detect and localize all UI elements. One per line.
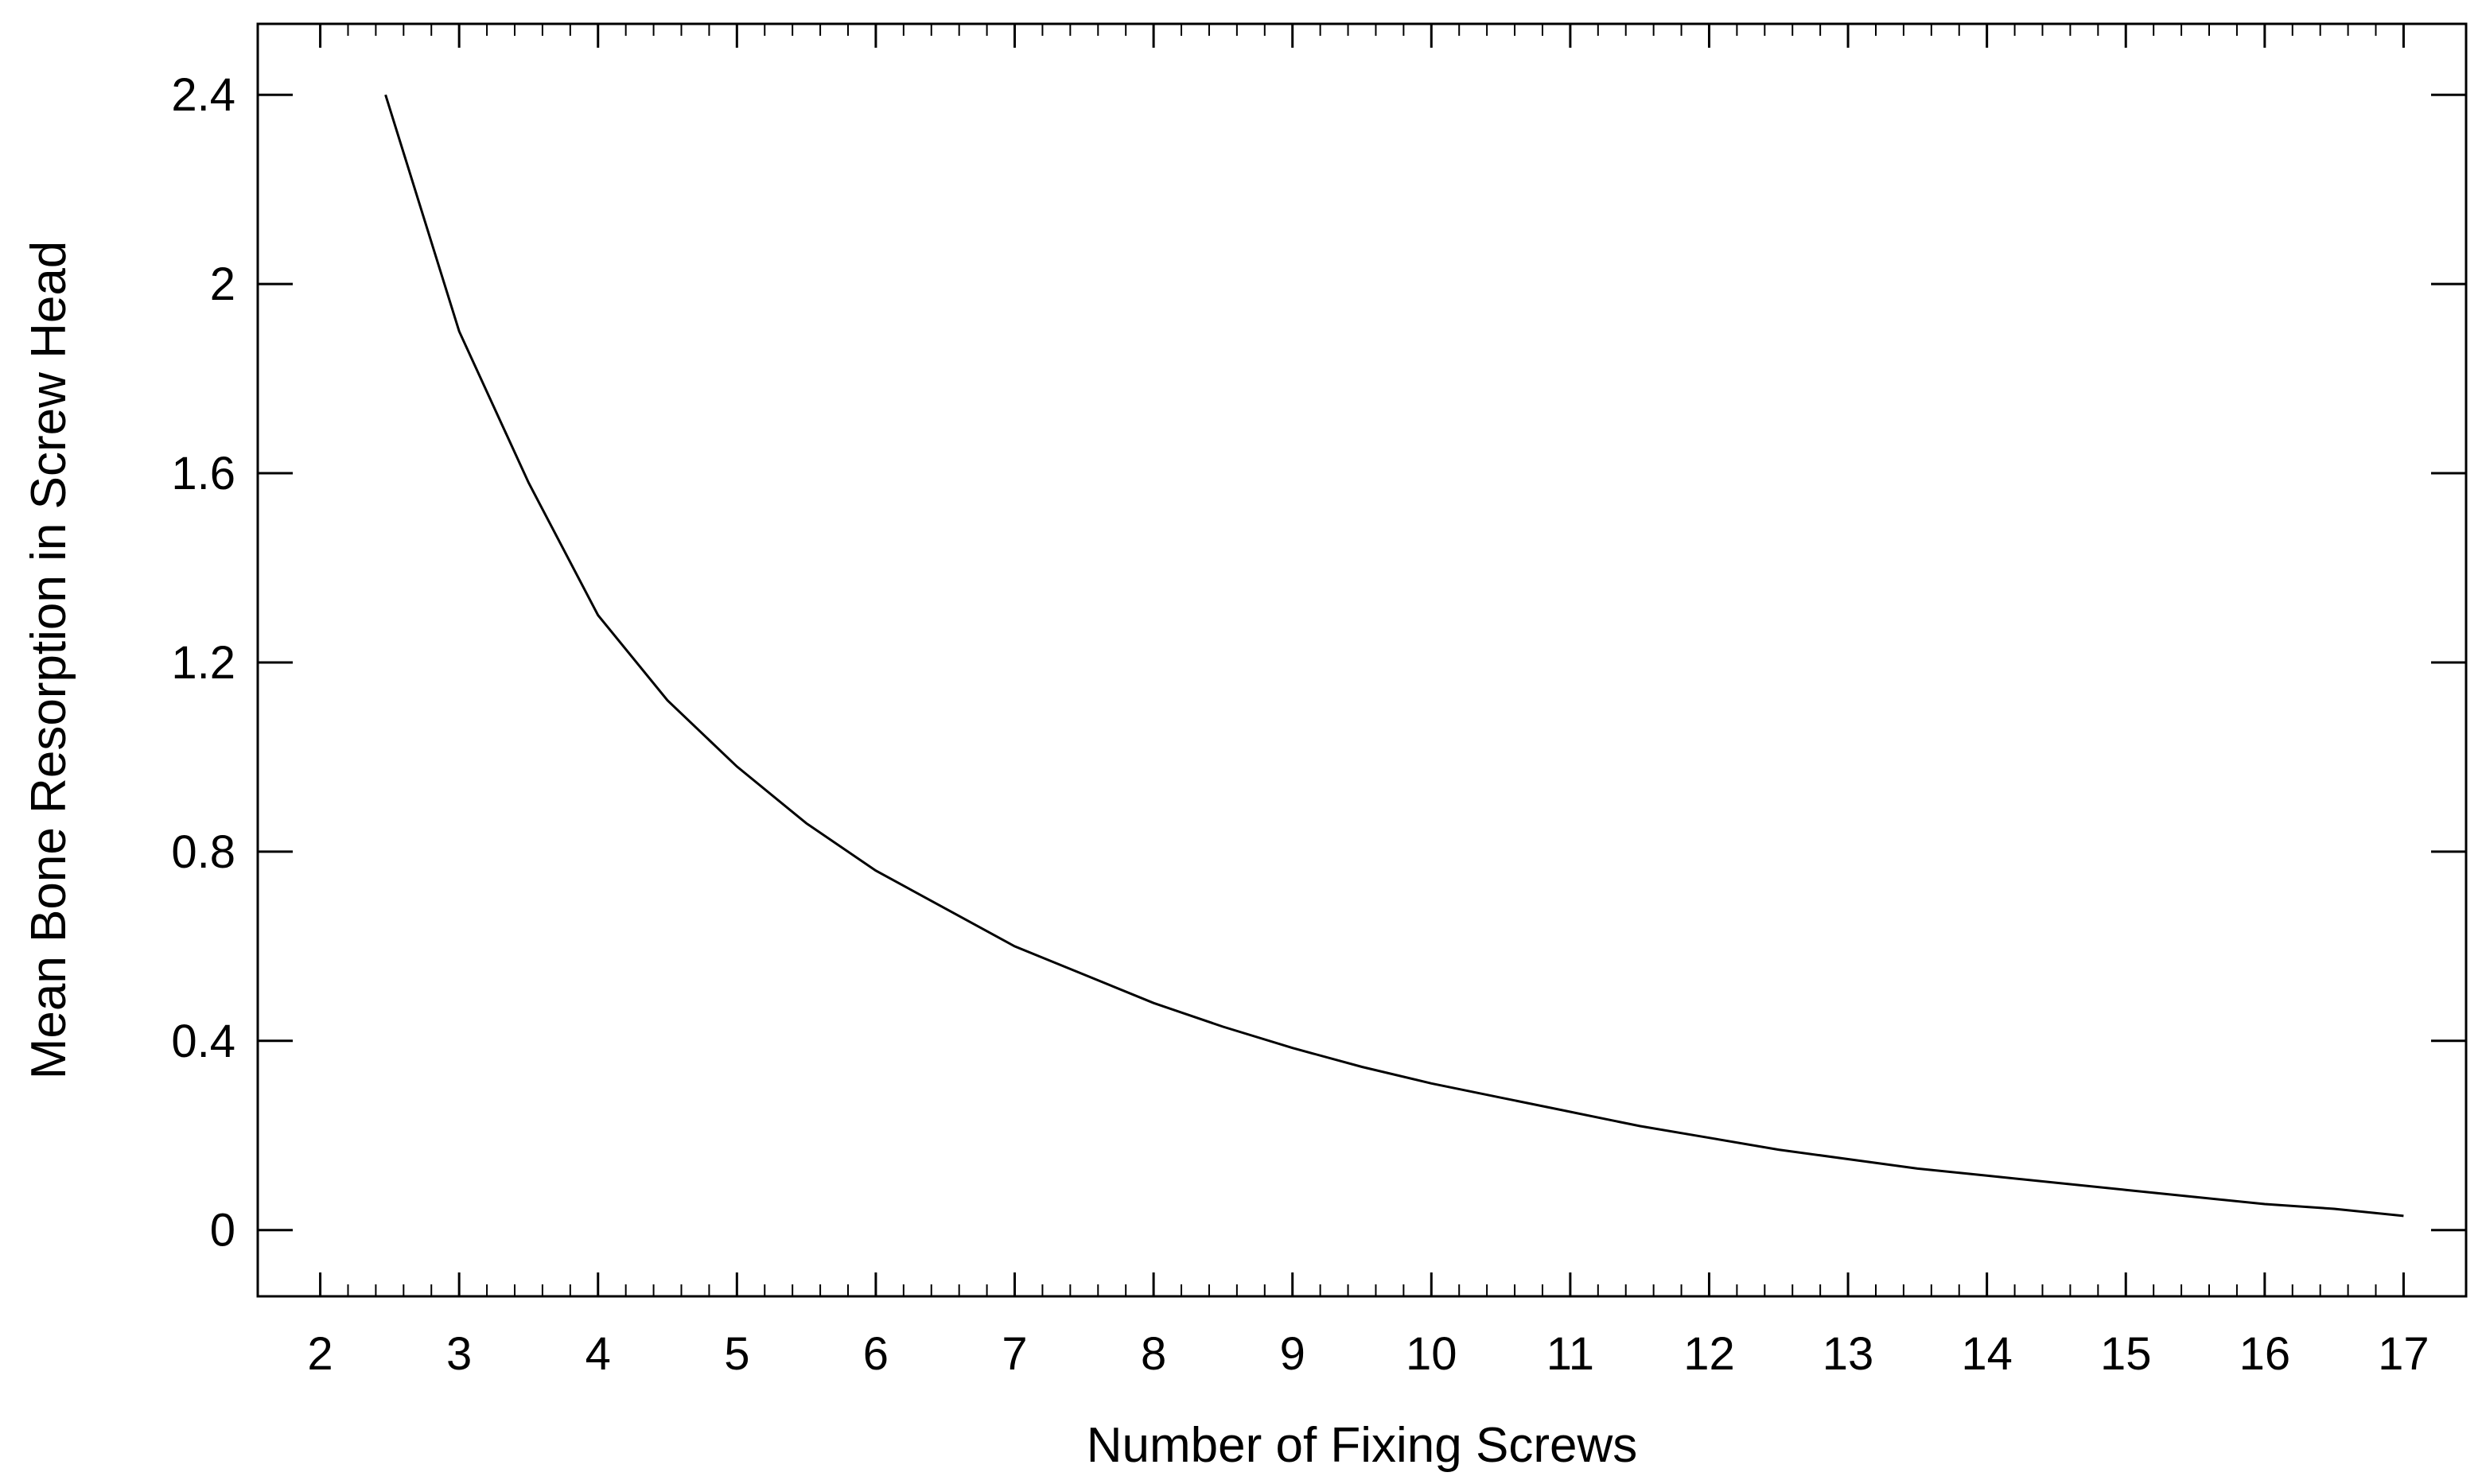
x-tick-label: 4 bbox=[585, 1328, 611, 1380]
x-tick-label: 2 bbox=[307, 1328, 333, 1380]
x-tick-label: 5 bbox=[724, 1328, 749, 1380]
x-tick-label: 16 bbox=[2239, 1328, 2291, 1380]
y-axis-ticks bbox=[258, 93, 2466, 1232]
x-tick-label: 10 bbox=[1406, 1328, 1457, 1380]
y-tick-label: 0.4 bbox=[171, 1016, 235, 1067]
x-axis-tick-labels: 2 3 4 5 6 7 8 9 10 11 12 13 14 15 16 17 bbox=[307, 1328, 2429, 1380]
y-tick-label: 0.8 bbox=[171, 826, 235, 878]
x-tick-label: 6 bbox=[863, 1328, 889, 1380]
y-tick-label: 0 bbox=[210, 1205, 235, 1257]
series-line bbox=[384, 94, 2404, 1218]
x-tick-label: 3 bbox=[446, 1328, 472, 1380]
x-axis-label: Number of Fixing Screws bbox=[1087, 1418, 1638, 1473]
x-tick-label: 12 bbox=[1683, 1328, 1735, 1380]
y-tick-label: 2.4 bbox=[171, 69, 235, 121]
x-tick-label: 7 bbox=[1002, 1328, 1027, 1380]
x-axis-ticks bbox=[319, 24, 2405, 1296]
x-tick-label: 9 bbox=[1280, 1328, 1305, 1380]
y-tick-label: 1.2 bbox=[171, 637, 235, 689]
y-tick-label: 2 bbox=[210, 258, 235, 310]
x-tick-label: 13 bbox=[1823, 1328, 1874, 1380]
y-tick-label: 1.6 bbox=[171, 448, 235, 499]
x-tick-label: 17 bbox=[2378, 1328, 2429, 1380]
x-tick-label: 14 bbox=[1961, 1328, 2013, 1380]
y-axis-tick-labels: 0 0.4 0.8 1.2 1.6 2 2.4 bbox=[171, 69, 235, 1257]
plot-frame bbox=[256, 22, 2468, 1298]
x-tick-label: 15 bbox=[2100, 1328, 2152, 1380]
x-tick-label: 11 bbox=[1546, 1328, 1594, 1380]
y-axis-label: Mean Bone Resorption in Screw Head bbox=[21, 241, 76, 1080]
x-tick-label: 8 bbox=[1141, 1328, 1166, 1380]
